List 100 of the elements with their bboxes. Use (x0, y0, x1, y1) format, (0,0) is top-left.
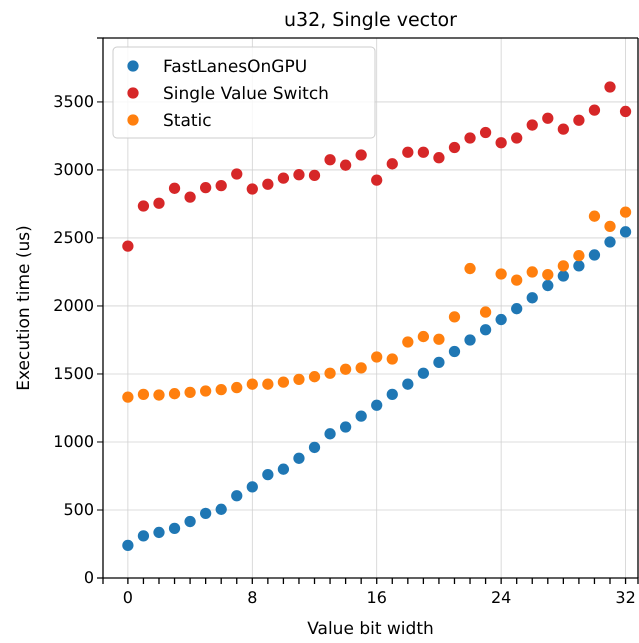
point (448, 142, 460, 154)
point (356, 410, 367, 422)
point (433, 356, 445, 368)
point (122, 391, 134, 403)
point (542, 269, 554, 280)
point (293, 452, 305, 464)
point (122, 240, 134, 252)
point (293, 374, 305, 386)
point (324, 154, 336, 166)
point (588, 249, 600, 261)
point (448, 346, 460, 358)
point (464, 334, 476, 346)
point (371, 174, 382, 186)
point (278, 172, 290, 184)
point (138, 200, 150, 212)
point (324, 428, 336, 440)
point (138, 530, 150, 542)
point (168, 522, 180, 534)
x-axis-title: Value bit width (307, 619, 434, 639)
point (278, 464, 290, 475)
point (480, 306, 492, 318)
y-tick-label: 2000 (53, 296, 94, 316)
point (168, 388, 180, 400)
point (200, 508, 212, 520)
point (496, 137, 507, 148)
point (511, 303, 522, 314)
point (464, 262, 476, 274)
x-tick-label: 16 (366, 588, 387, 607)
point (480, 324, 492, 336)
point (588, 104, 600, 116)
point (324, 368, 336, 379)
point (558, 270, 569, 282)
y-tick-label: 500 (63, 500, 94, 520)
point (246, 378, 258, 390)
point (433, 152, 445, 164)
point (526, 119, 538, 131)
point (308, 371, 320, 382)
point (340, 160, 352, 171)
x-tick-label: 32 (615, 588, 636, 607)
y-tick-label: 1000 (53, 432, 94, 452)
point (153, 389, 165, 401)
point (386, 353, 398, 365)
point (418, 368, 430, 379)
point (231, 490, 242, 502)
x-tick-label: 8 (247, 588, 258, 607)
point (262, 178, 274, 190)
point (340, 421, 352, 433)
point (542, 112, 554, 124)
legend-label: FastLanesOnGPU (163, 57, 308, 77)
point (231, 382, 242, 394)
point (402, 378, 414, 390)
point (356, 149, 367, 161)
point (200, 385, 212, 397)
point (184, 516, 196, 528)
point (418, 330, 430, 342)
point (620, 206, 632, 218)
point (448, 311, 460, 322)
point (153, 526, 165, 538)
point (168, 182, 180, 194)
y-tick-label: 2500 (53, 228, 94, 248)
y-axis-title: Execution time (us) (14, 225, 34, 391)
point (588, 210, 600, 222)
point (371, 351, 382, 363)
point (184, 386, 196, 398)
point (184, 192, 196, 203)
point (433, 334, 445, 345)
y-tick-label: 1500 (53, 364, 94, 384)
point (278, 376, 290, 388)
point (604, 81, 616, 93)
point (308, 170, 320, 182)
point (496, 314, 507, 326)
point (418, 146, 430, 158)
point (573, 260, 585, 272)
x-tick-label: 0 (122, 588, 133, 607)
point (200, 182, 212, 194)
point (216, 384, 227, 396)
point (464, 132, 476, 144)
point (246, 481, 258, 492)
point (402, 146, 414, 158)
point (542, 280, 554, 292)
point (293, 169, 305, 180)
point (216, 180, 227, 192)
point (480, 126, 492, 138)
point (216, 504, 227, 515)
point (558, 260, 569, 272)
point (526, 292, 538, 304)
point (262, 468, 274, 480)
x-tick-label: 24 (490, 588, 512, 607)
point (511, 132, 522, 144)
point (386, 158, 398, 170)
point (386, 388, 398, 400)
point (231, 168, 242, 180)
y-tick-label: 3500 (53, 92, 94, 112)
point (262, 378, 274, 390)
point (620, 106, 632, 118)
point (371, 400, 382, 411)
legend-label: Static (163, 111, 212, 131)
point (526, 266, 538, 278)
point (620, 226, 632, 238)
point (356, 362, 367, 374)
